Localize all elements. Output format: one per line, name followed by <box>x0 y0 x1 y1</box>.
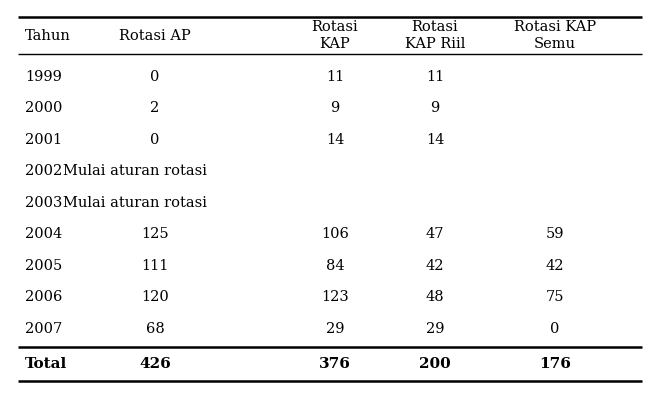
Text: 106: 106 <box>321 227 349 241</box>
Text: 42: 42 <box>426 259 444 273</box>
Text: 59: 59 <box>546 227 564 241</box>
Text: 2000: 2000 <box>25 101 62 115</box>
Text: 123: 123 <box>321 290 349 304</box>
Text: 2: 2 <box>150 101 160 115</box>
Text: 47: 47 <box>426 227 444 241</box>
Text: Tahun: Tahun <box>25 28 71 43</box>
Text: 120: 120 <box>141 290 169 304</box>
Text: 2003: 2003 <box>25 196 62 210</box>
Text: 14: 14 <box>326 133 344 147</box>
Text: 2005: 2005 <box>25 259 62 273</box>
Text: 1999: 1999 <box>25 70 62 84</box>
Text: 2006: 2006 <box>25 290 62 304</box>
Text: 0: 0 <box>551 322 560 336</box>
Text: 29: 29 <box>326 322 344 336</box>
Text: 2007: 2007 <box>25 322 62 336</box>
Text: Total: Total <box>25 357 67 371</box>
Text: 42: 42 <box>546 259 564 273</box>
Text: Mulai aturan rotasi: Mulai aturan rotasi <box>63 196 207 210</box>
Text: 176: 176 <box>539 357 571 371</box>
Text: 376: 376 <box>319 357 351 371</box>
Text: Rotasi AP: Rotasi AP <box>119 28 191 43</box>
Text: 111: 111 <box>141 259 169 273</box>
Text: 29: 29 <box>426 322 444 336</box>
Text: 14: 14 <box>426 133 444 147</box>
Text: 11: 11 <box>426 70 444 84</box>
Text: 11: 11 <box>326 70 344 84</box>
Text: 48: 48 <box>426 290 444 304</box>
Text: 426: 426 <box>139 357 171 371</box>
Text: 75: 75 <box>546 290 564 304</box>
Text: Rotasi
KAP Riil: Rotasi KAP Riil <box>405 20 465 51</box>
Text: 2002: 2002 <box>25 164 62 178</box>
Text: 2001: 2001 <box>25 133 62 147</box>
Text: 84: 84 <box>326 259 344 273</box>
Text: 2004: 2004 <box>25 227 62 241</box>
Text: Mulai aturan rotasi: Mulai aturan rotasi <box>63 164 207 178</box>
Text: 0: 0 <box>150 133 160 147</box>
Text: 9: 9 <box>330 101 340 115</box>
Text: 0: 0 <box>150 70 160 84</box>
Text: 125: 125 <box>141 227 169 241</box>
Text: 68: 68 <box>146 322 164 336</box>
Text: Rotasi KAP
Semu: Rotasi KAP Semu <box>514 20 596 51</box>
Text: 9: 9 <box>430 101 440 115</box>
Text: 200: 200 <box>419 357 451 371</box>
Text: Rotasi
KAP: Rotasi KAP <box>311 20 358 51</box>
